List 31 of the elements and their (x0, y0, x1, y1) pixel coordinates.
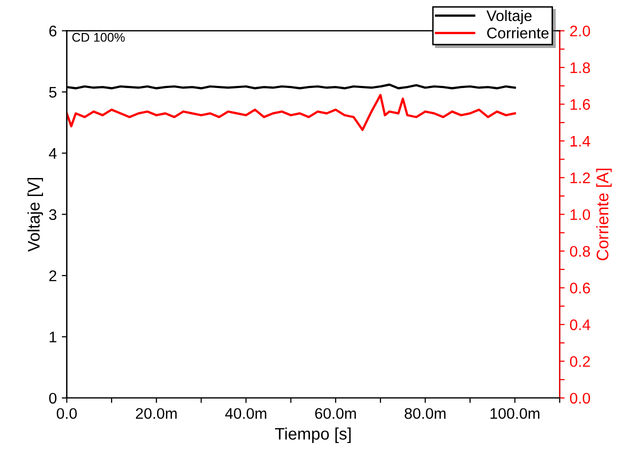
line-series (66, 94, 516, 132)
y2-tick-label: 0.2 (570, 356, 590, 367)
x-tick-label: 80.0m (404, 408, 446, 419)
x-tick-label: 40.0m (225, 408, 266, 419)
y2-axis-title: Corriente [A] (596, 168, 612, 260)
y2-tick-label: 0.0 (570, 392, 590, 404)
y-tick-label: 1 (50, 332, 56, 342)
y-tick-label: 5 (49, 86, 56, 98)
y-tick-label: 3 (49, 209, 56, 220)
y2-tick-label: 0.8 (570, 246, 590, 257)
y2-tick-label: 1.0 (570, 209, 590, 220)
y2-tick-label: 1.2 (570, 172, 590, 184)
y-tick-label: 0 (49, 392, 56, 404)
x-tick-label: 20.0m (136, 408, 177, 419)
x-tick-label: 60.0m (315, 408, 356, 419)
y2-tick-label: 0.4 (570, 319, 590, 330)
y2-tick-label: 1.8 (570, 62, 590, 74)
y2-tick-label: 0.6 (570, 282, 590, 294)
x-axis-title: Tiempo [s] (275, 427, 351, 444)
x-tick-label: 100.0m (490, 408, 540, 419)
y-tick-label: 6 (49, 26, 56, 36)
y2-tick-label: 1.6 (570, 99, 590, 110)
annotation: CD 100% (72, 32, 125, 42)
y-tick-label: 4 (48, 148, 57, 159)
legend-label: Voltaje (486, 10, 532, 24)
y-tick-label: 2 (49, 270, 56, 282)
y2-tick-label: 2.0 (570, 26, 590, 36)
y2-tick-label: 1.4 (570, 136, 590, 146)
legend-label: Corriente (487, 27, 549, 38)
y-axis-title: Voltaje [V] (27, 178, 44, 252)
x-tick-label: 0.0 (56, 408, 77, 419)
